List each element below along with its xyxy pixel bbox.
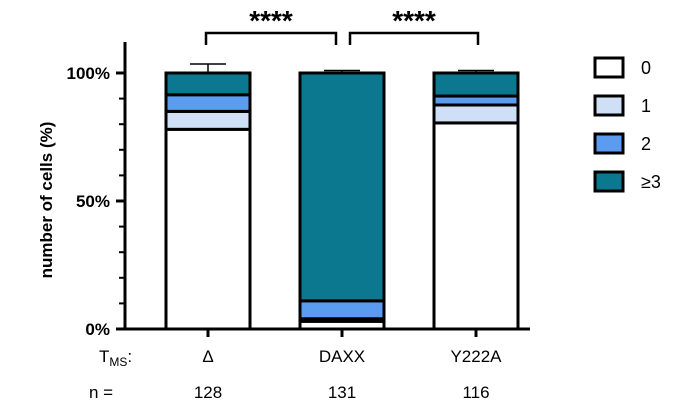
bar-segment-Δ-≥3 <box>164 71 252 97</box>
bar-segment-Δ-0 <box>164 127 252 331</box>
t-ms-prefix: T <box>99 347 109 366</box>
n-value-Δ: 128 <box>194 383 222 402</box>
bar-segment-DAXX-2 <box>298 299 386 321</box>
bar-segment-Y222A-≥3 <box>432 71 520 98</box>
y-tick-label-0: 0% <box>85 320 110 339</box>
t-ms-subscript: MS <box>109 355 127 369</box>
significance-label-0: **** <box>249 5 293 36</box>
category-label-Y222A: Y222A <box>450 347 502 366</box>
n-value-DAXX: 131 <box>328 383 356 402</box>
significance-label-1: **** <box>392 5 436 36</box>
bars-layer <box>164 63 520 331</box>
legend-swatch-≥3 <box>593 170 625 193</box>
legend-swatch-1 <box>593 94 625 117</box>
n-value-Y222A: 116 <box>462 383 489 402</box>
legend-label-2: 2 <box>641 134 651 154</box>
y-tick-label-1: 50% <box>76 192 110 211</box>
significance-bracket-0 <box>204 31 338 45</box>
bar-segment-DAXX-≥3 <box>298 71 386 303</box>
labels-layer: TMS: n = Δ 128 DAXX 131 Y222A 116 <box>89 347 502 402</box>
n-row-label: n = <box>89 383 113 402</box>
legend-swatch-2 <box>593 132 625 155</box>
t-ms-suffix: : <box>127 347 132 366</box>
bar-segment-Y222A-0 <box>432 121 520 331</box>
legend-label-0: 0 <box>641 58 651 78</box>
axis-layer: number of cells (%) 0% 50% 100% <box>37 42 530 339</box>
bar-segment-Y222A-1 <box>432 103 520 125</box>
category-label-DAXX: DAXX <box>319 347 365 366</box>
category-label-Δ: Δ <box>202 347 213 366</box>
y-tick-label-2: 100% <box>67 64 110 83</box>
legend: 0 1 2 ≥3 <box>593 56 661 193</box>
bar-segment-Δ-1 <box>164 109 252 131</box>
y-axis-title: number of cells (%) <box>37 122 56 279</box>
significance-brackets: **** **** <box>204 5 480 45</box>
bar-segment-Δ-2 <box>164 93 252 113</box>
t-ms-row-label: TMS: <box>99 347 132 369</box>
significance-bracket-1 <box>348 31 480 45</box>
legend-swatch-0 <box>593 56 625 79</box>
legend-label-≥3: ≥3 <box>641 172 661 192</box>
legend-label-1: 1 <box>641 96 651 116</box>
